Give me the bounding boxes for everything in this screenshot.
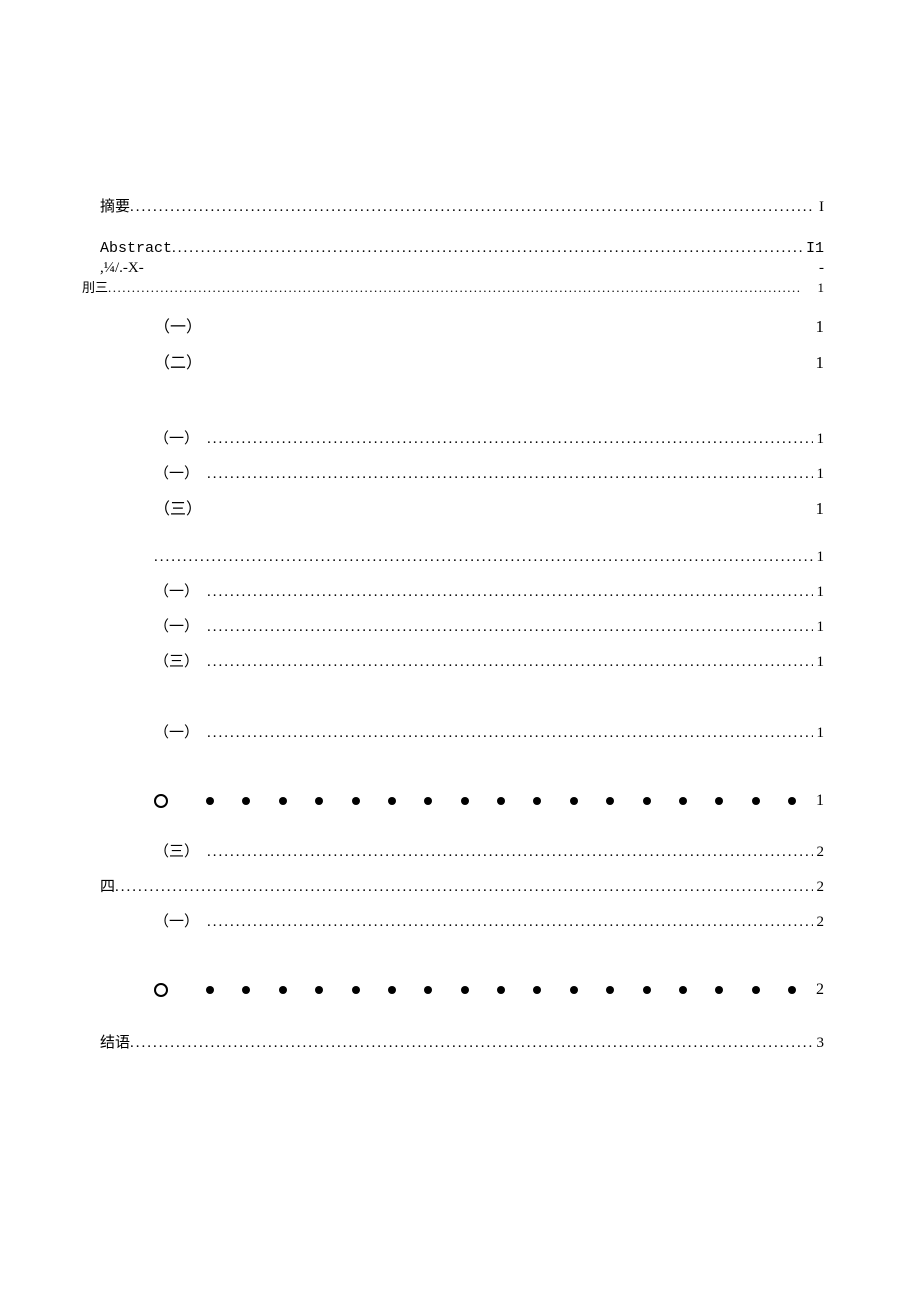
solid-dots — [206, 797, 802, 805]
toc-page-num: 1 — [813, 432, 825, 447]
toc-page-num: 1 — [813, 726, 825, 741]
hollow-circle-icon — [154, 794, 168, 808]
toc-leader — [207, 915, 812, 930]
toc-page-num: 1 — [813, 620, 825, 635]
toc-leader — [207, 620, 812, 635]
toc-label: （二） — [154, 356, 202, 372]
garble-text: ,¼/.-X- — [100, 260, 144, 277]
toc-bullet-row-1: 1 — [100, 789, 824, 813]
toc-page-num: 1 — [813, 467, 825, 482]
toc-item-1: （一） 1 — [100, 318, 824, 336]
toc-label: 结语 — [100, 1036, 130, 1051]
toc-leader — [207, 845, 812, 860]
toc-item-8: （一） 1 — [100, 620, 824, 635]
toc-label: （三） — [154, 845, 199, 860]
toc-item-5: （三） 1 — [100, 500, 824, 518]
toc-page-num: 1 — [812, 354, 825, 371]
toc-label: （一） — [154, 620, 199, 635]
toc-label: （一） — [154, 320, 202, 336]
toc-page-num: 1 — [813, 550, 825, 565]
toc-item-9: （三） 1 — [100, 655, 824, 670]
toc-label: （一） — [154, 585, 199, 600]
toc-item-3: （一） 1 — [100, 432, 824, 447]
solid-dots — [206, 986, 802, 994]
toc-item-7: （一） 1 — [100, 585, 824, 600]
toc-page-num: I — [815, 200, 824, 215]
toc-leader — [130, 200, 815, 215]
toc-leader — [154, 550, 813, 565]
toc-label: 摘要 — [100, 200, 130, 215]
toc-leader — [115, 880, 812, 895]
toc-label: （三） — [154, 502, 202, 518]
garble-right: - — [819, 260, 824, 277]
toc-item-13: （一） 2 — [100, 915, 824, 930]
toc-leader — [207, 585, 812, 600]
toc-label: Abstract — [100, 241, 172, 256]
toc-page-num: 1 — [813, 655, 825, 670]
toc-page-num: 2 — [813, 880, 825, 895]
toc-page: 摘要 I Abstract I1 ,¼/.-X- - 刖三 1 （一） 1 （二… — [100, 200, 824, 1051]
toc-page-num: 1 — [813, 585, 825, 600]
toc-page-num: 2 — [813, 845, 825, 860]
toc-leader — [108, 280, 813, 296]
toc-leader — [207, 467, 812, 482]
toc-page-num: 1 — [812, 500, 825, 517]
toc-item-11: （三） 2 — [100, 845, 824, 860]
toc-label: （一） — [154, 432, 199, 447]
toc-page-num: 1 — [812, 318, 825, 335]
toc-leader — [207, 655, 812, 670]
toc-garbled-line1: ,¼/.-X- - — [100, 260, 824, 277]
toc-label: （一） — [154, 915, 199, 930]
toc-leader — [172, 241, 802, 256]
toc-abstract-zh: 摘要 I — [100, 200, 824, 215]
toc-label: 刖三 — [82, 277, 108, 296]
toc-section-4: 四 2 — [100, 880, 824, 895]
toc-abstract-en: Abstract I1 — [100, 241, 824, 256]
toc-label: 四 — [100, 880, 115, 895]
toc-garbled-line2: 刖三 1 — [82, 277, 824, 296]
toc-label: （一） — [154, 467, 199, 482]
toc-item-4: （一） 1 — [100, 467, 824, 482]
toc-label: （一） — [154, 726, 199, 741]
toc-bullet-row-2: 2 — [100, 978, 824, 1002]
toc-page-num: I1 — [802, 241, 824, 256]
toc-item-10: （一） 1 — [100, 726, 824, 741]
toc-label: （三） — [154, 655, 199, 670]
toc-page-num: 2 — [813, 915, 825, 930]
toc-page-num: 1 — [802, 792, 824, 810]
toc-page-num: 1 — [814, 280, 825, 296]
toc-item-6: 1 — [100, 550, 824, 565]
toc-page-num: 2 — [802, 981, 824, 999]
toc-page-num: 3 — [813, 1036, 825, 1051]
hollow-circle-icon — [154, 983, 168, 997]
toc-leader — [207, 726, 812, 741]
toc-leader — [130, 1036, 812, 1051]
toc-leader — [207, 432, 812, 447]
toc-item-2: （二） 1 — [100, 354, 824, 372]
toc-conclusion: 结语 3 — [100, 1036, 824, 1051]
